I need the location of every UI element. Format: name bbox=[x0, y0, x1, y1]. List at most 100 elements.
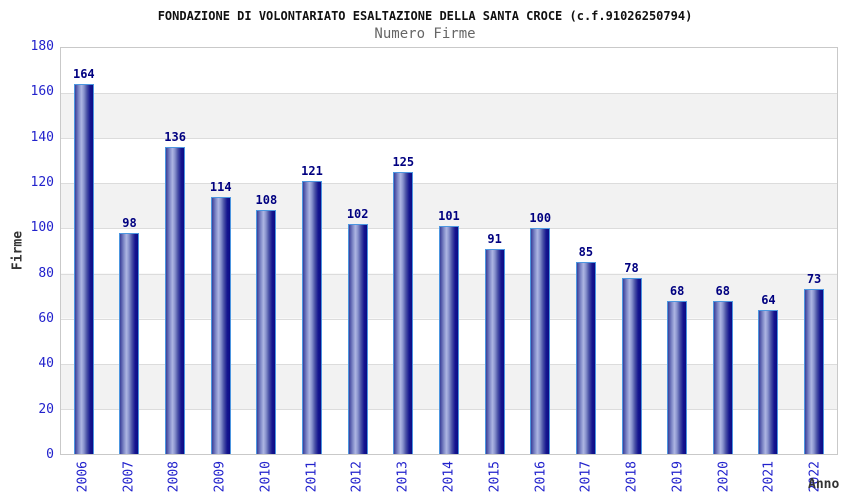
bar-slot-2022: 73 bbox=[791, 48, 837, 454]
x-label-slot-2006: 2006 bbox=[60, 461, 106, 500]
x-tick-label-2019: 2019 bbox=[670, 461, 686, 493]
x-label-slot-2018: 2018 bbox=[609, 461, 655, 500]
bar-slot-2011: 121 bbox=[289, 48, 335, 454]
x-tick-label-2018: 2018 bbox=[624, 461, 640, 493]
bar-2020 bbox=[712, 300, 733, 454]
bar-value-label-2018: 78 bbox=[624, 261, 639, 276]
plot-area: 164 98 136 114 108 121 102 125 101 91 100 85 78 68 68 6… bbox=[60, 47, 838, 455]
x-label-slot-2008: 2008 bbox=[152, 461, 198, 500]
x-tick-label-2012: 2012 bbox=[349, 461, 365, 493]
bar-slot-2020: 68 bbox=[700, 48, 746, 454]
bar-slot-2021: 64 bbox=[746, 48, 792, 454]
x-label-slot-2017: 2017 bbox=[563, 461, 609, 500]
y-tick-label-0: 0 bbox=[46, 447, 54, 462]
y-tick-label-60: 60 bbox=[38, 311, 54, 326]
bar-value-label-2006: 164 bbox=[72, 67, 95, 82]
x-label-slot-2012: 2012 bbox=[335, 461, 381, 500]
x-label-slot-2019: 2019 bbox=[655, 461, 701, 500]
bar-2008 bbox=[165, 147, 186, 454]
y-tick-label-40: 40 bbox=[38, 356, 54, 372]
bar-slot-2017: 85 bbox=[563, 48, 609, 454]
x-tick-label-2009: 2009 bbox=[212, 461, 228, 493]
bar-slot-2014: 101 bbox=[426, 48, 472, 454]
bar-value-label-2009: 114 bbox=[209, 179, 232, 194]
bar-value-label-2012: 102 bbox=[346, 206, 369, 221]
bar-slot-2018: 78 bbox=[609, 48, 655, 454]
x-axis-title: Anno bbox=[808, 477, 840, 492]
x-label-slot-2010: 2010 bbox=[243, 461, 289, 500]
gridline bbox=[61, 183, 837, 185]
x-tick-label-2010: 2010 bbox=[258, 461, 274, 493]
bar-value-label-2015: 91 bbox=[487, 231, 502, 246]
y-tick-label-80: 80 bbox=[38, 265, 54, 281]
x-tick-label-2016: 2016 bbox=[533, 461, 549, 493]
bar-2022 bbox=[804, 289, 825, 454]
bar-slot-2019: 68 bbox=[654, 48, 700, 454]
bar-2009 bbox=[210, 196, 231, 454]
bar-slot-2013: 125 bbox=[380, 48, 426, 454]
gridline bbox=[61, 93, 837, 95]
x-label-slot-2009: 2009 bbox=[197, 461, 243, 500]
bar-value-label-2011: 121 bbox=[301, 164, 323, 179]
bar-slot-2012: 102 bbox=[335, 48, 381, 454]
bar-value-label-2007: 98 bbox=[122, 215, 137, 230]
bar-slot-2016: 100 bbox=[517, 48, 563, 454]
bar-2019 bbox=[667, 300, 688, 454]
x-tick-label-2007: 2007 bbox=[121, 461, 137, 493]
bar-2012 bbox=[347, 223, 368, 454]
bar-2011 bbox=[302, 181, 323, 454]
bar-value-label-2020: 68 bbox=[715, 283, 731, 298]
bar-value-label-2022: 73 bbox=[806, 272, 822, 287]
x-tick-label-2008: 2008 bbox=[166, 461, 182, 493]
bar-2018 bbox=[621, 278, 642, 454]
x-label-slot-2015: 2015 bbox=[472, 461, 518, 500]
x-label-slot-2016: 2016 bbox=[518, 461, 564, 500]
x-axis-tick-labels: 2006 2007 2008 2009 2010 2011 2012 2013 2014 2015… bbox=[60, 461, 838, 500]
x-tick-label-2013: 2013 bbox=[395, 461, 411, 493]
x-tick-label-2015: 2015 bbox=[487, 461, 503, 493]
bar-value-label-2017: 85 bbox=[578, 245, 594, 260]
y-tick-label-180: 180 bbox=[30, 39, 54, 54]
x-label-slot-2011: 2011 bbox=[289, 461, 335, 500]
bar-value-label-2014: 101 bbox=[438, 209, 460, 224]
chart-title: FONDAZIONE DI VOLONTARIATO ESALTAZIONE D… bbox=[157, 9, 693, 23]
bar-value-label-2021: 64 bbox=[761, 292, 776, 307]
bar-series: 164 98 136 114 108 121 102 125 101 91 100 85 78 68 68 6… bbox=[61, 48, 837, 454]
chart-subtitle: Numero Firme bbox=[374, 26, 476, 42]
y-tick-label-120: 120 bbox=[30, 175, 54, 190]
bar-value-label-2019: 68 bbox=[669, 283, 685, 298]
x-label-slot-2007: 2007 bbox=[106, 461, 152, 500]
x-label-slot-2013: 2013 bbox=[380, 461, 426, 500]
bar-value-label-2013: 125 bbox=[392, 155, 415, 170]
x-tick-label-2021: 2021 bbox=[761, 461, 777, 493]
bar-slot-2010: 108 bbox=[244, 48, 290, 454]
bar-value-label-2016: 100 bbox=[529, 211, 552, 226]
bar-2006 bbox=[73, 84, 94, 454]
y-tick-label-160: 160 bbox=[30, 84, 54, 100]
x-label-slot-2021: 2021 bbox=[746, 461, 792, 500]
gridline bbox=[61, 138, 837, 140]
x-tick-label-2006: 2006 bbox=[75, 461, 91, 493]
bar-2010 bbox=[256, 210, 277, 454]
x-tick-label-2020: 2020 bbox=[716, 461, 732, 493]
y-tick-label-100: 100 bbox=[30, 220, 54, 236]
bar-slot-2009: 114 bbox=[198, 48, 244, 454]
bar-slot-2007: 98 bbox=[107, 48, 153, 454]
x-tick-label-2014: 2014 bbox=[441, 461, 457, 493]
bar-2015 bbox=[484, 248, 505, 454]
bar-slot-2006: 164 bbox=[61, 48, 107, 454]
bar-value-label-2008: 136 bbox=[164, 130, 186, 145]
bar-2013 bbox=[393, 172, 414, 454]
x-tick-label-2011: 2011 bbox=[304, 461, 320, 493]
y-tick-label-140: 140 bbox=[30, 129, 54, 145]
x-tick-label-2017: 2017 bbox=[578, 461, 594, 493]
bar-value-label-2010: 108 bbox=[255, 193, 278, 208]
bar-2014 bbox=[438, 226, 459, 454]
bar-2021 bbox=[758, 309, 779, 454]
bar-slot-2015: 91 bbox=[472, 48, 518, 454]
y-tick-label-20: 20 bbox=[38, 401, 54, 417]
x-label-slot-2014: 2014 bbox=[426, 461, 472, 500]
x-label-slot-2020: 2020 bbox=[701, 461, 747, 500]
bar-2007 bbox=[119, 232, 140, 454]
bar-2016 bbox=[530, 228, 551, 454]
